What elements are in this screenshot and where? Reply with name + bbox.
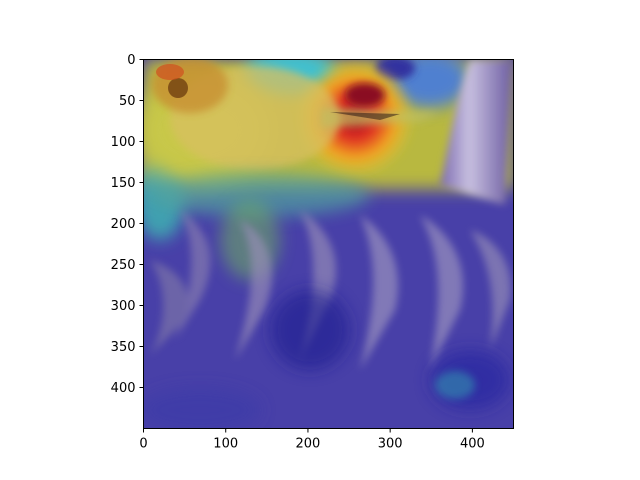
- y-tick-label: 0: [127, 53, 135, 68]
- y-tick-label: 50: [119, 94, 136, 109]
- y-tick-label: 250: [111, 258, 136, 273]
- x-tick-label: 200: [296, 437, 321, 452]
- axes-frame: [143, 59, 514, 429]
- y-axis: 0 50 100 150 200 250 300 350 400: [111, 53, 144, 396]
- y-tick-label: 350: [111, 340, 136, 355]
- heatmap-image: [143, 59, 514, 429]
- x-tick-label: 300: [378, 437, 403, 452]
- y-tick-label: 150: [111, 176, 136, 191]
- x-tick-label: 100: [213, 437, 238, 452]
- x-axis: 0 100 200 300 400: [139, 428, 485, 452]
- y-tick-label: 200: [111, 217, 136, 232]
- y-tick-label: 100: [111, 135, 136, 150]
- x-tick-label: 400: [460, 437, 485, 452]
- y-tick-label: 400: [111, 381, 136, 396]
- x-tick-label: 0: [139, 437, 147, 452]
- y-tick-label: 300: [111, 299, 136, 314]
